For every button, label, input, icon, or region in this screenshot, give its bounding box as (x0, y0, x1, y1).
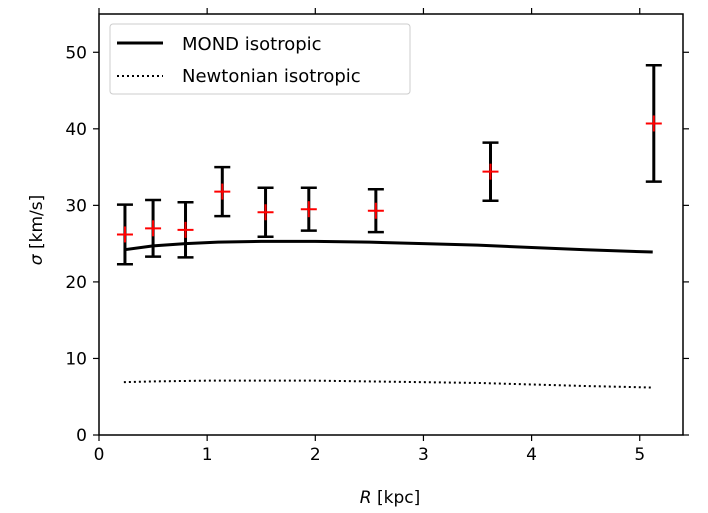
data-point (645, 64, 662, 183)
x-tick-label: 3 (418, 445, 429, 465)
data-point (214, 165, 231, 218)
data-point (116, 203, 133, 266)
axes-frame (98, 13, 684, 436)
data-point (145, 198, 162, 258)
x-tick-label: 2 (310, 445, 321, 465)
legend-label-mond: MOND isotropic (182, 34, 322, 55)
y-axis-label-symbol: σ (27, 253, 47, 265)
x-tick-label: 1 (202, 445, 213, 465)
y-tick-label: 0 (76, 426, 87, 446)
x-tick-label: 4 (526, 445, 537, 465)
series-line-mond (123, 239, 653, 254)
x-axis-label-symbol: R (360, 488, 372, 508)
data-point (300, 186, 317, 232)
data-point (177, 201, 194, 259)
y-tick-label: 30 (65, 196, 87, 216)
legend-label-newtonian: Newtonian isotropic (182, 66, 361, 87)
legend-box (109, 23, 411, 95)
x-tick-label: 5 (634, 445, 645, 465)
y-tick-label: 10 (65, 349, 87, 369)
data-point (257, 186, 274, 238)
y-tick-label: 50 (65, 43, 87, 63)
plot-content (116, 64, 662, 389)
x-axis-label-unit: [kpc] (372, 488, 421, 508)
y-axis-label: σ [km/s] (27, 195, 47, 265)
y-tick-label: 40 (65, 120, 87, 140)
data-point (367, 188, 384, 234)
axes (98, 13, 684, 436)
data-point (482, 141, 499, 203)
x-axis-label: R [kpc] (360, 488, 420, 508)
y-axis-label-unit: [km/s] (27, 195, 47, 255)
x-tick-label: 0 (94, 445, 105, 465)
series-line-newtonian (123, 379, 653, 389)
legend: MOND isotropic Newtonian isotropic (109, 23, 411, 95)
y-tick-label: 20 (65, 273, 87, 293)
